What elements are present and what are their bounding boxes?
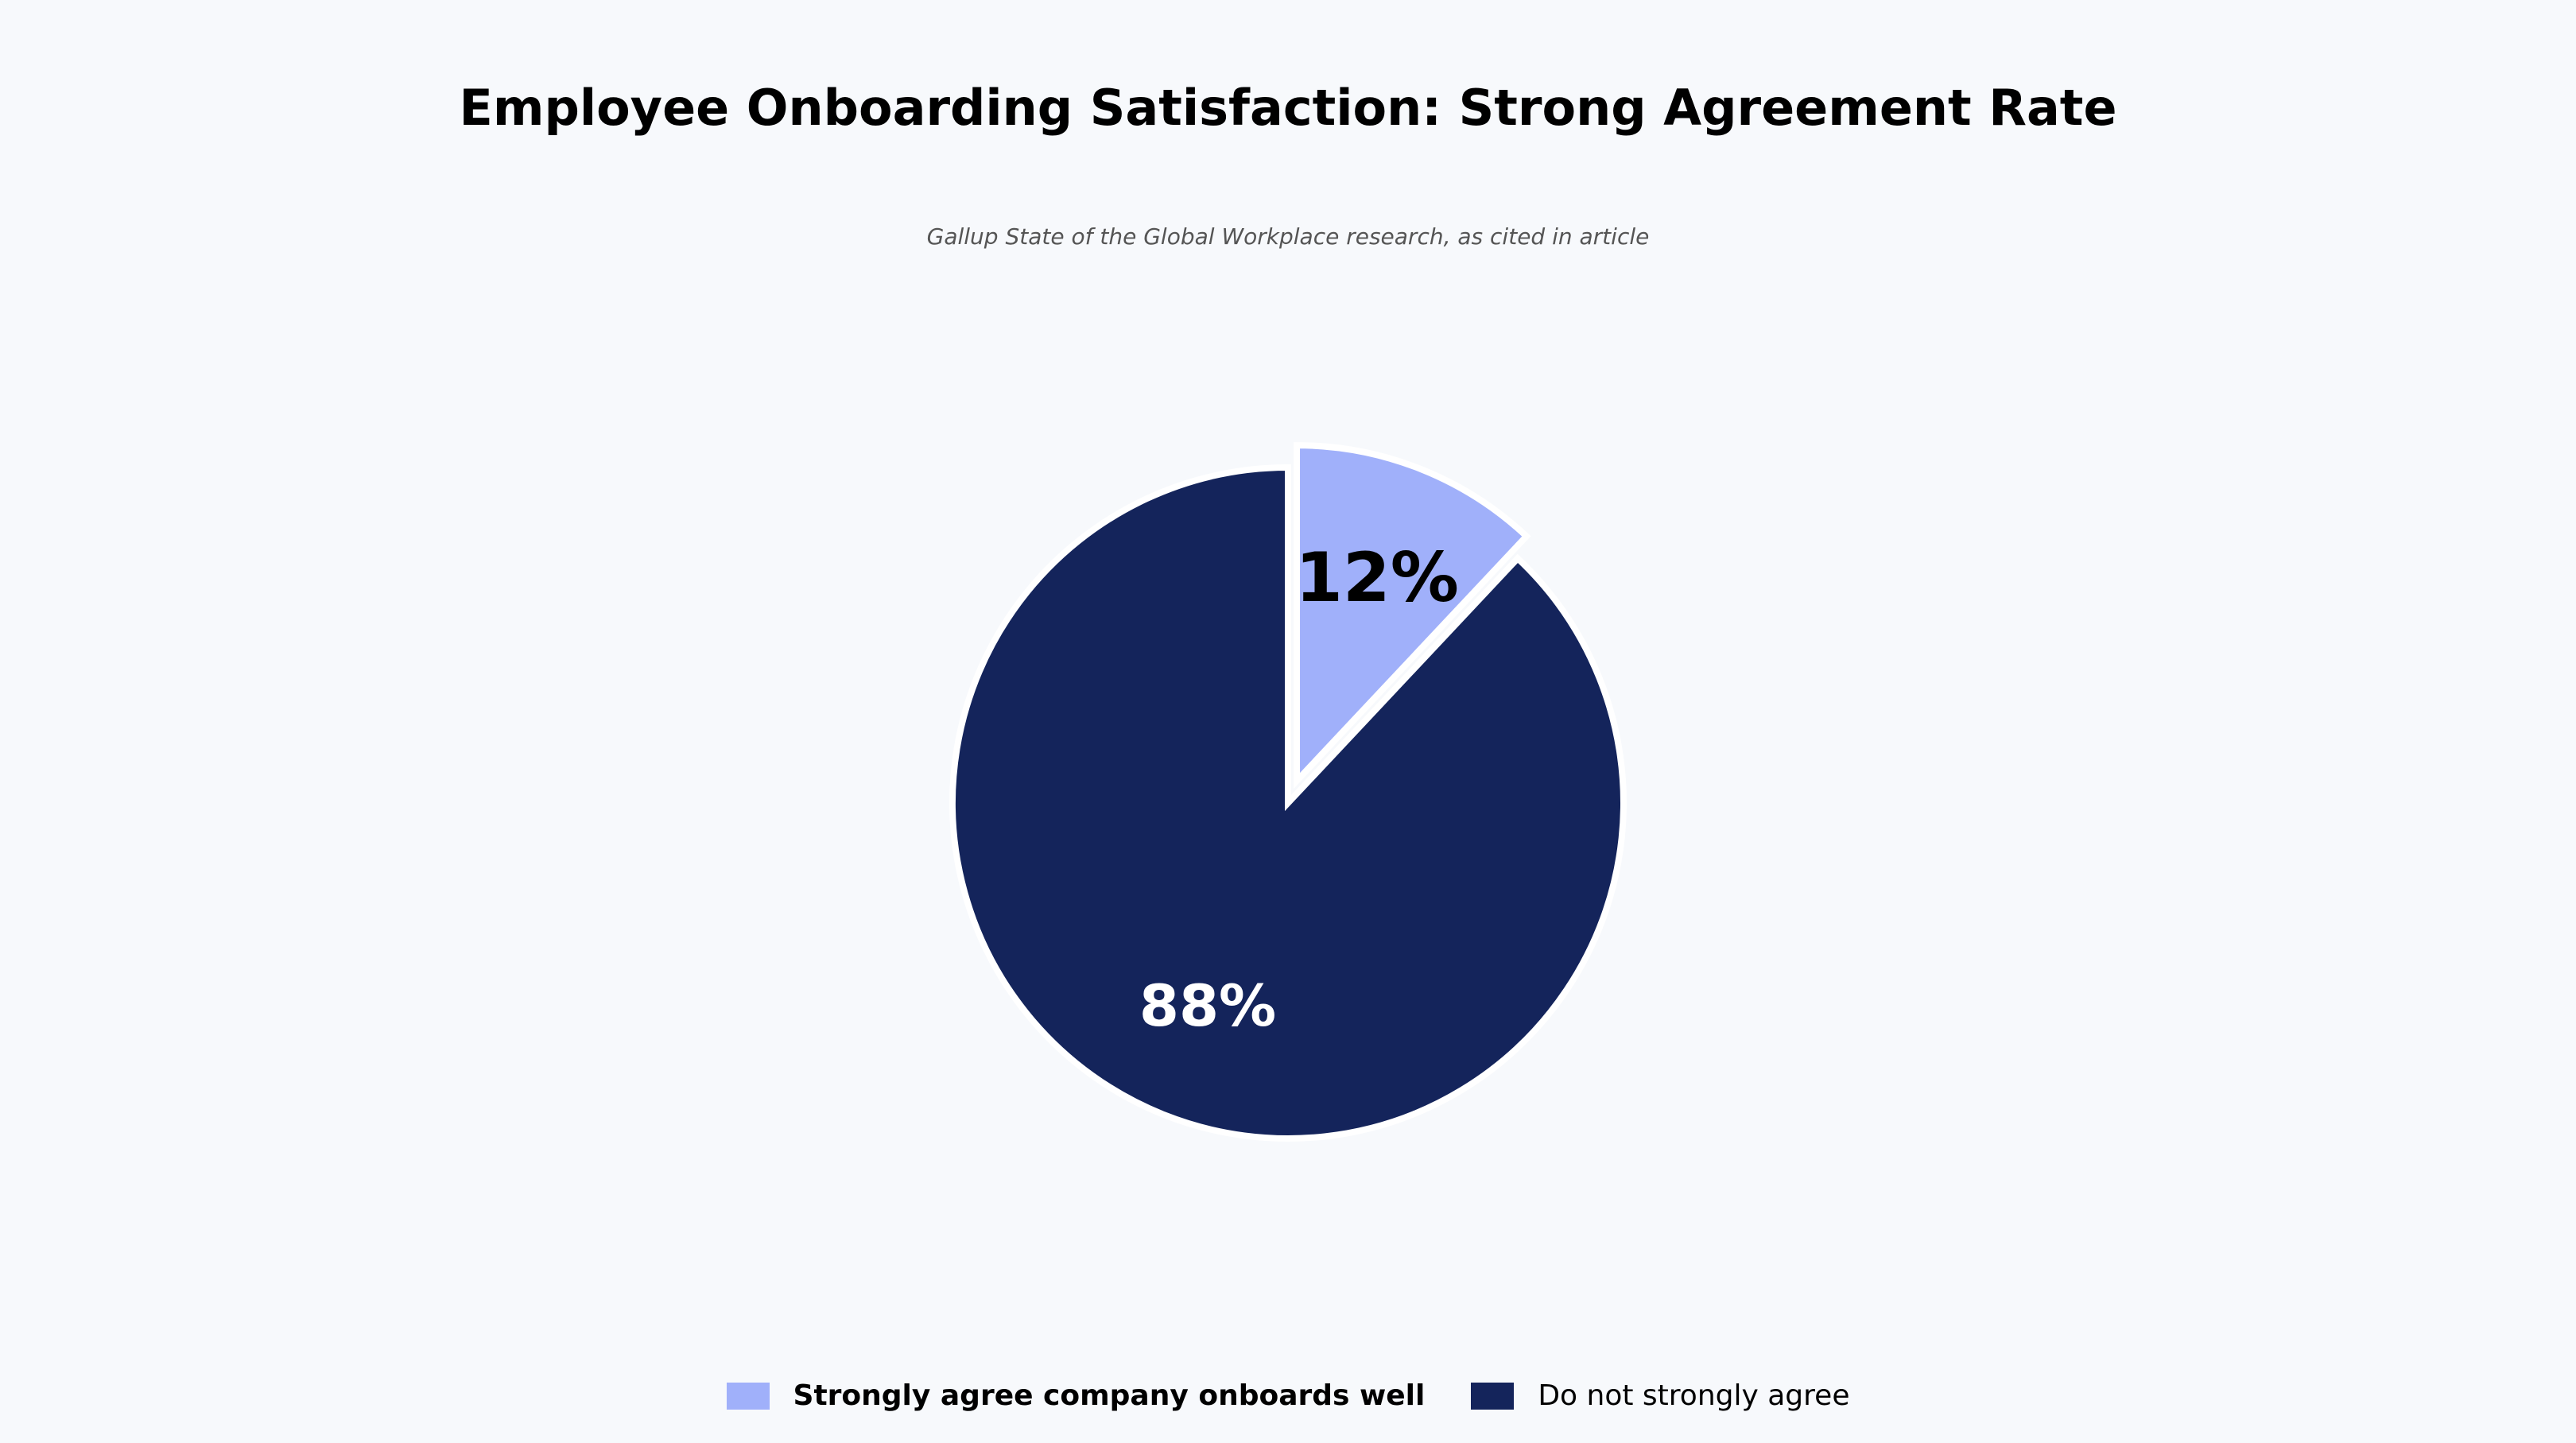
legend-swatch-not-strongly-agree — [1471, 1383, 1515, 1410]
legend-swatch-strongly-agree — [726, 1383, 770, 1410]
pie-slices — [949, 442, 1627, 1142]
legend-item-not-strongly-agree: Do not strongly agree — [1471, 1379, 1849, 1414]
legend-label-not-strongly-agree: Do not strongly agree — [1538, 1379, 1850, 1412]
legend-item-strongly-agree: Strongly agree company onboards well — [726, 1379, 1426, 1414]
pie-label-not-strongly-agree: 88% — [1139, 972, 1276, 1039]
pie-labels: 12% 88% — [1139, 538, 1459, 1039]
pie-slice-strongly-agree — [1294, 442, 1531, 789]
chart-title: Employee Onboarding Satisfaction: Strong… — [459, 79, 2117, 137]
pie-label-strongly-agree: 12% — [1295, 538, 1459, 618]
chart-subtitle: Gallup State of the Global Workplace res… — [926, 223, 1650, 250]
legend: Strongly agree company onboards well Do … — [0, 1375, 2576, 1417]
legend-label-strongly-agree: Strongly agree company onboards well — [793, 1379, 1426, 1412]
pie-slice-not-strongly-agree — [949, 464, 1627, 1142]
